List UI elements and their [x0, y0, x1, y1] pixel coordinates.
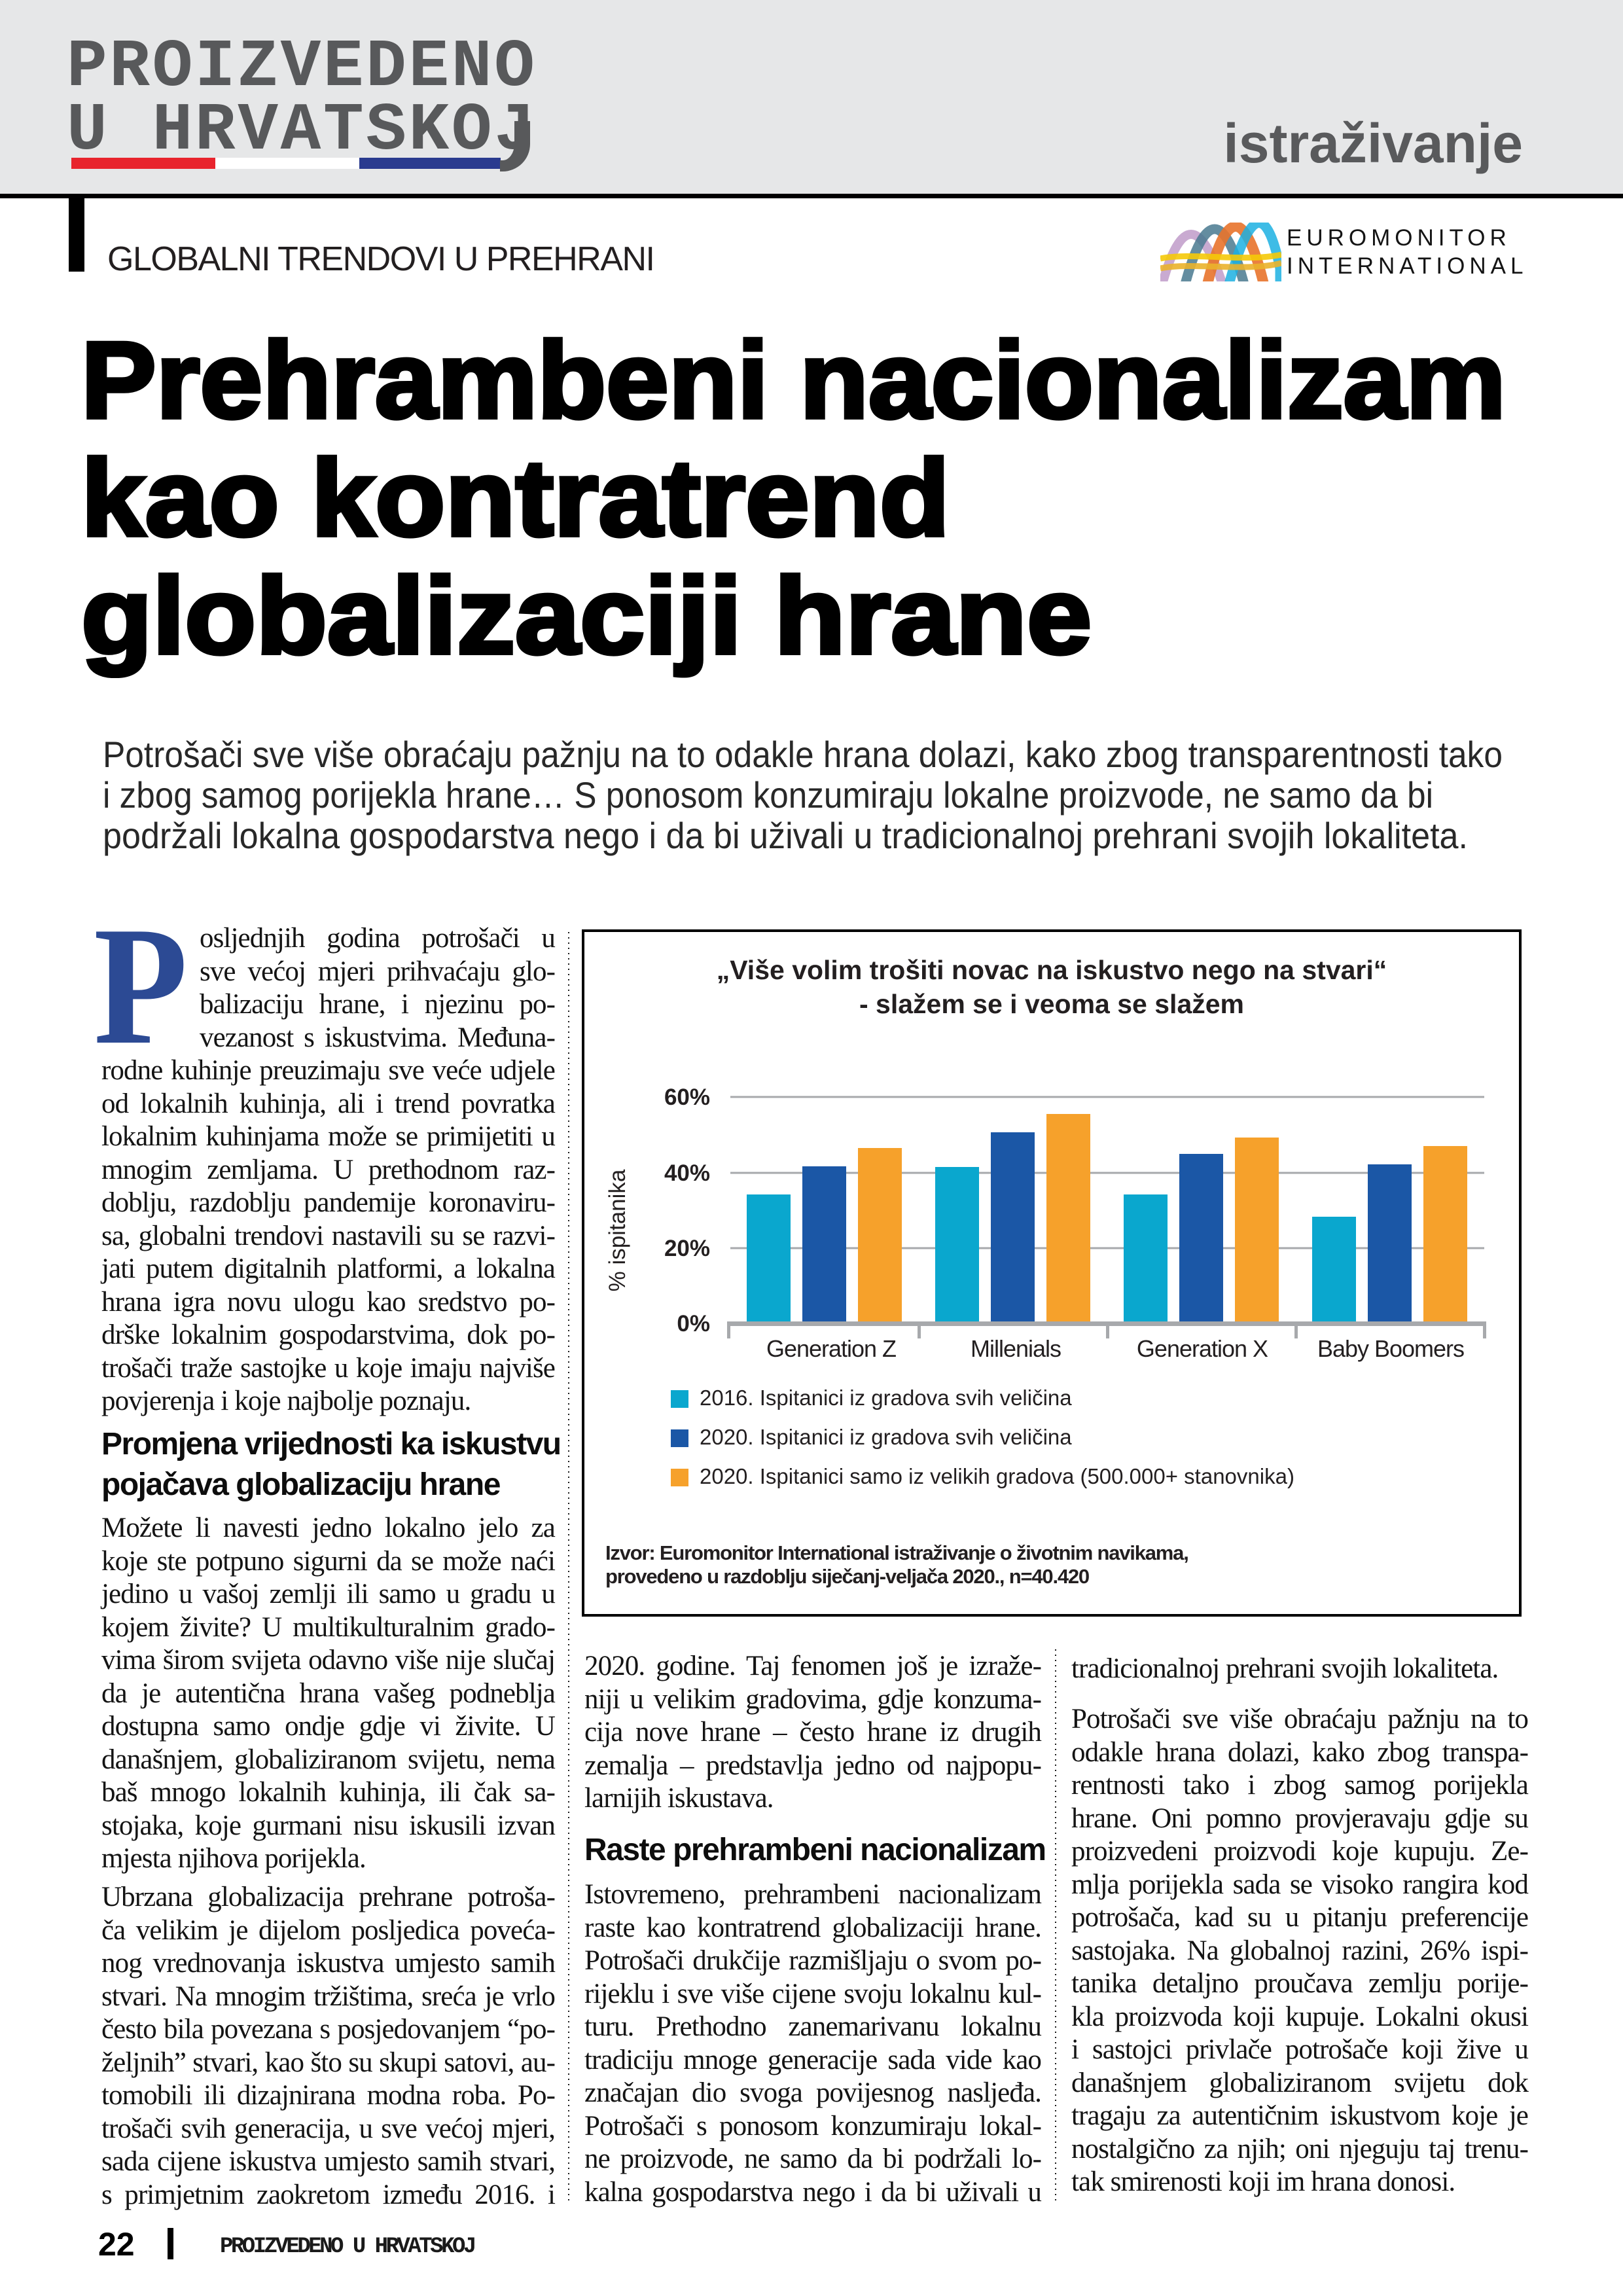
svg-text:20%: 20%	[664, 1236, 710, 1261]
svg-text:2016. Ispitanici iz gradova sv: 2016. Ispitanici iz gradova svih veličin…	[700, 1386, 1072, 1410]
svg-text:Baby Boomers: Baby Boomers	[1317, 1335, 1464, 1362]
svg-text:2020. Ispitanici samo iz velik: 2020. Ispitanici samo iz velikih gradova…	[700, 1464, 1294, 1488]
svg-text:Izvor: Euromonitor Internation: Izvor: Euromonitor International istraži…	[605, 1541, 1188, 1564]
svg-text:40%: 40%	[664, 1160, 710, 1186]
svg-text:„Više volim trošiti novac na i: „Više volim trošiti novac na iskustvo ne…	[717, 955, 1387, 985]
svg-text:% ispitanika: % ispitanika	[605, 1169, 630, 1291]
svg-text:60%: 60%	[664, 1085, 710, 1110]
svg-text:2020. Ispitanici iz gradova sv: 2020. Ispitanici iz gradova svih veličin…	[700, 1425, 1072, 1449]
svg-text:Generation X: Generation X	[1137, 1335, 1268, 1362]
svg-text:provedeno u razdoblju siječanj: provedeno u razdoblju siječanj-veljača 2…	[605, 1565, 1089, 1588]
svg-text:- slažem se i veoma se slažem: - slažem se i veoma se slažem	[859, 989, 1244, 1019]
svg-text:0%: 0%	[677, 1311, 710, 1336]
svg-text:Millenials: Millenials	[971, 1335, 1061, 1362]
svg-text:Generation Z: Generation Z	[766, 1335, 896, 1362]
